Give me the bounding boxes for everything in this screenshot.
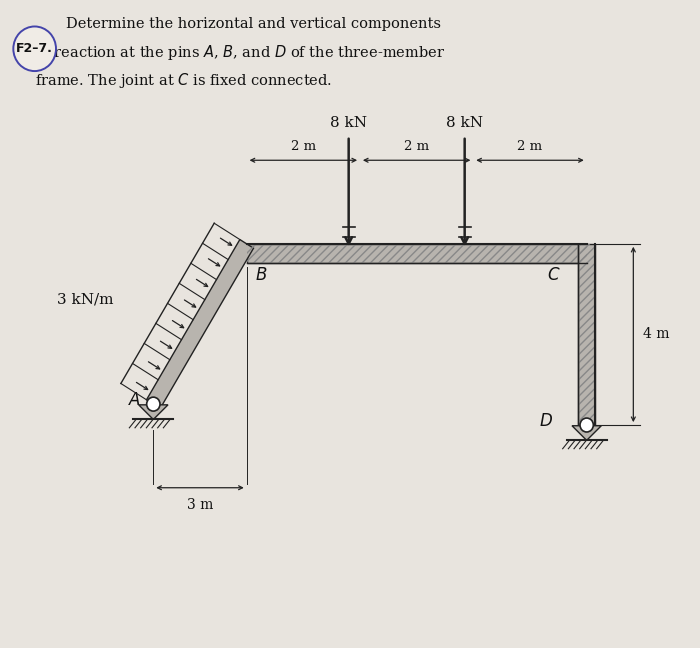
Bar — [578, 244, 595, 425]
Text: of reaction at the pins $A$, $B$, and $D$ of the three-member: of reaction at the pins $A$, $B$, and $D… — [35, 43, 445, 62]
Text: 8 kN: 8 kN — [330, 116, 368, 130]
Text: 4 m: 4 m — [643, 327, 669, 341]
Bar — [246, 244, 587, 263]
Circle shape — [147, 397, 160, 411]
Text: F2–7.: F2–7. — [16, 42, 53, 55]
Circle shape — [580, 418, 594, 432]
Text: 2 m: 2 m — [290, 140, 316, 154]
Circle shape — [13, 27, 56, 71]
Text: $D$: $D$ — [539, 413, 553, 430]
Text: 2 m: 2 m — [517, 140, 542, 154]
Polygon shape — [572, 426, 601, 441]
Bar — [246, 244, 587, 263]
Polygon shape — [146, 240, 253, 408]
Text: $B$: $B$ — [255, 267, 267, 284]
Text: 2 m: 2 m — [404, 140, 429, 154]
Text: $A$: $A$ — [128, 392, 141, 409]
Bar — [578, 244, 595, 425]
Text: 3 kN/m: 3 kN/m — [57, 293, 113, 307]
Text: 8 kN: 8 kN — [446, 116, 483, 130]
Text: $C$: $C$ — [547, 267, 560, 284]
Text: frame. The joint at $C$ is fixed connected.: frame. The joint at $C$ is fixed connect… — [35, 71, 332, 89]
Polygon shape — [139, 405, 168, 419]
Text: Determine the horizontal and vertical components: Determine the horizontal and vertical co… — [66, 17, 441, 31]
Text: 3 m: 3 m — [187, 498, 214, 512]
